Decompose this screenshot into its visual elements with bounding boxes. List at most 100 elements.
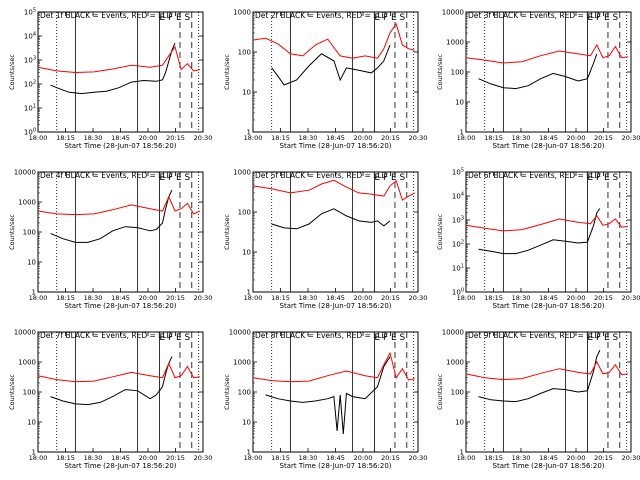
y-tick-label: 100 [23,389,36,397]
x-tick-label: 20:15 [594,134,613,142]
x-tick-label: 20:30 [409,454,428,462]
marker-letters: E F E S [374,13,405,23]
y-tick-label: 10000 [14,329,36,337]
y-axis-label: Counts/sec [436,54,444,90]
x-tick-label: 20:30 [409,294,428,302]
x-tick-label: 18:30 [84,454,103,462]
x-tick-label: 18:15 [56,454,75,462]
y-tick-label: 100 [451,69,464,77]
series-line-events [478,53,598,90]
x-axis-label: Start Time (28-Jun-07 18:56:20) [280,462,392,470]
y-tick-label: 100 [238,49,251,57]
marker-letters: E F E S [587,173,618,183]
chart-title: Det 3f BLACK = Events, RED = LLD [468,11,601,20]
chart-title: Det 9f BLACK = Events, RED = LLD [468,331,601,340]
x-tick-label: 18:45 [326,134,345,142]
y-axis-label: Counts/sec [8,374,16,410]
y-tick-label: 10000 [442,329,464,337]
x-tick-label: 20:30 [194,454,213,462]
x-tick-label: 18:15 [56,294,75,302]
x-tick-label: 18:00 [457,294,476,302]
y-tick-label: 1 [460,129,464,137]
series-line-lld [37,45,201,74]
chart-title: Det 5f BLACK = Events, RED = LLD [255,171,388,180]
x-tick-label: 20:00 [354,454,373,462]
x-tick-label: 18:45 [111,134,130,142]
y-axis-label: Counts/sec [8,214,16,250]
x-axis-label: Start Time (28-Jun-07 18:56:20) [493,302,605,310]
y-tick-label: 103 [24,56,36,65]
y-tick-label: 100 [451,389,464,397]
x-tick-label: 18:00 [244,134,263,142]
plot-frame [252,11,419,133]
series-line-lld [465,214,628,232]
y-axis-label: Counts/sec [436,214,444,250]
x-tick-label: 20:00 [139,294,158,302]
series-line-lld [252,22,416,59]
y-tick-label: 1000 [233,9,251,17]
y-axis-label: Counts/sec [223,54,231,90]
y-tick-label: 104 [24,32,36,41]
x-tick-label: 20:00 [567,454,586,462]
x-tick-label: 18:15 [484,454,503,462]
chart-panel-8: Det 8f BLACK = Events, RED = LLD 1 10 100 10… [223,329,427,471]
marker-letters: E F E S [374,333,405,343]
y-tick-label: 1000 [18,199,36,207]
x-tick-label: 18:45 [539,134,558,142]
plot-frame [465,11,632,133]
x-tick-label: 18:15 [271,454,290,462]
x-tick-label: 20:15 [381,294,400,302]
marker-letters: E F E S [159,13,190,23]
chart-panel-5: Det 5f BLACK = Events, RED = LLD 1 10 100 10… [223,169,427,311]
y-axis-label: Counts/sec [223,374,231,410]
y-tick-label: 10 [27,419,36,427]
series-line-lld [465,43,628,64]
x-tick-label: 20:00 [354,294,373,302]
series-line-events [271,208,391,230]
x-tick-label: 20:15 [166,454,185,462]
x-axis-label: Start Time (28-Jun-07 18:56:20) [493,462,605,470]
x-tick-label: 18:15 [271,294,290,302]
x-tick-label: 20:15 [381,134,400,142]
x-tick-label: 20:00 [567,294,586,302]
plot-frame [465,331,632,453]
y-tick-label: 10 [27,259,36,267]
y-tick-label: 10 [455,99,464,107]
series-line-lld [37,362,200,383]
x-tick-label: 20:00 [139,454,158,462]
x-tick-label: 18:00 [29,454,48,462]
x-axis-label: Start Time (28-Jun-07 18:56:20) [280,302,392,310]
y-tick-label: 10000 [14,169,36,177]
y-tick-label: 1000 [233,169,251,177]
x-tick-label: 18:30 [299,294,318,302]
y-tick-label: 1 [247,289,251,297]
chart-panel-3: Det 3f BLACK = Events, RED = LLD 1 10 100 10… [436,9,640,151]
series-line-lld [37,195,201,216]
y-tick-label: 1 [460,449,464,457]
x-tick-label: 18:45 [539,294,558,302]
x-tick-label: 18:15 [484,294,503,302]
x-tick-label: 18:30 [512,454,531,462]
x-tick-label: 18:00 [244,454,263,462]
y-tick-label: 100 [238,389,251,397]
x-tick-label: 20:15 [594,454,613,462]
chart-title: Det 4f BLACK = Events, RED = LLD [40,171,173,180]
chart-panel-6: Det 6f BLACK = Events, RED = LLD 100 101 10… [436,168,640,311]
x-tick-label: 18:15 [271,134,290,142]
x-tick-label: 18:30 [299,134,318,142]
plot-frame [37,171,204,293]
x-tick-label: 20:15 [166,294,185,302]
y-tick-label: 10000 [229,329,251,337]
chart-title: Det 8f BLACK = Events, RED = LLD [255,331,388,340]
y-tick-label: 10 [242,419,251,427]
x-tick-label: 18:30 [512,134,531,142]
x-tick-label: 20:15 [381,454,400,462]
x-axis-label: Start Time (28-Jun-07 18:56:20) [65,302,177,310]
y-tick-label: 1000 [233,359,251,367]
y-tick-label: 1000 [446,359,464,367]
chart-panel-9: Det 9f BLACK = Events, RED = LLD 1 10 100 10… [436,329,640,471]
y-tick-label: 10 [242,249,251,257]
y-tick-label: 100 [452,288,464,297]
series-line-events [50,356,173,406]
